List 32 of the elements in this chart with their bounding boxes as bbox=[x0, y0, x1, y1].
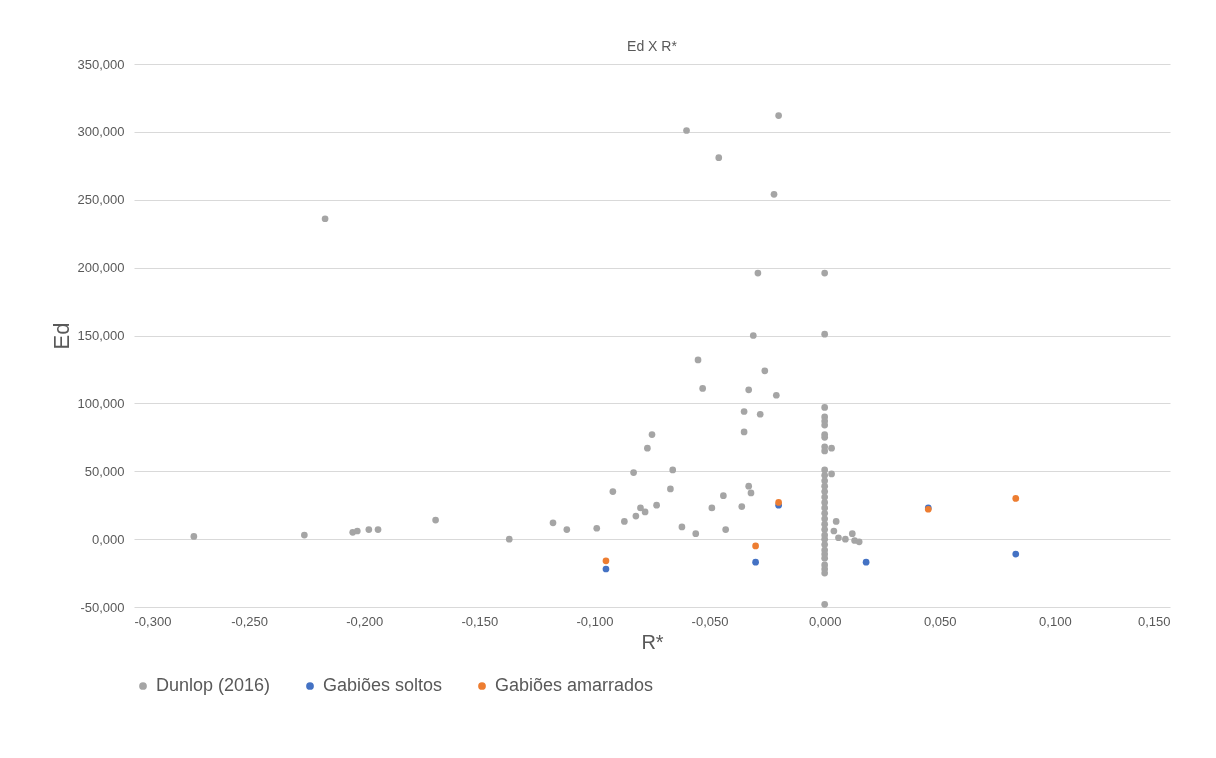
y-tick-label: 300,000 bbox=[77, 124, 125, 140]
y-tick-label: 350,000 bbox=[77, 56, 125, 72]
point bbox=[1012, 495, 1020, 502]
point bbox=[752, 558, 759, 566]
x-axis-title: R* bbox=[641, 630, 664, 653]
y-tick-label: 100,000 bbox=[77, 395, 125, 411]
point bbox=[752, 542, 759, 550]
x-tick-label: -0,300 bbox=[134, 613, 172, 629]
y-tick-label: 150,000 bbox=[77, 328, 125, 343]
point bbox=[1012, 550, 1020, 558]
legend-label: Dunlop (2016) bbox=[156, 675, 271, 695]
x-tick-label: 0,050 bbox=[924, 613, 957, 629]
point bbox=[602, 557, 610, 565]
y-axis-title: Ed bbox=[48, 322, 74, 350]
x-tick-label: -0,250 bbox=[231, 613, 269, 629]
point bbox=[862, 558, 870, 566]
y-tick-label: 250,000 bbox=[77, 192, 125, 208]
legend-label: Gabiões soltos bbox=[323, 675, 443, 695]
y-tick-label: 200,000 bbox=[77, 260, 125, 276]
y-tick-label: 50,000 bbox=[84, 463, 125, 479]
legend-label: Gabiões amarrados bbox=[495, 675, 654, 695]
y-tick-label: 0,000 bbox=[91, 531, 125, 547]
chart-title: Ed X R* bbox=[627, 38, 678, 54]
x-tick-label: -0,200 bbox=[346, 613, 384, 629]
x-tick-label: -0,100 bbox=[576, 613, 614, 629]
x-tick-label: -0,050 bbox=[691, 613, 729, 629]
y-tick-label: -50,000 bbox=[80, 599, 125, 615]
x-tick-label: 0,150 bbox=[1137, 613, 1171, 629]
x-tick-label: -0,150 bbox=[461, 613, 499, 629]
point bbox=[602, 565, 610, 573]
x-tick-label: 0,100 bbox=[1039, 613, 1072, 629]
x-tick-label: 0,000 bbox=[808, 613, 842, 629]
